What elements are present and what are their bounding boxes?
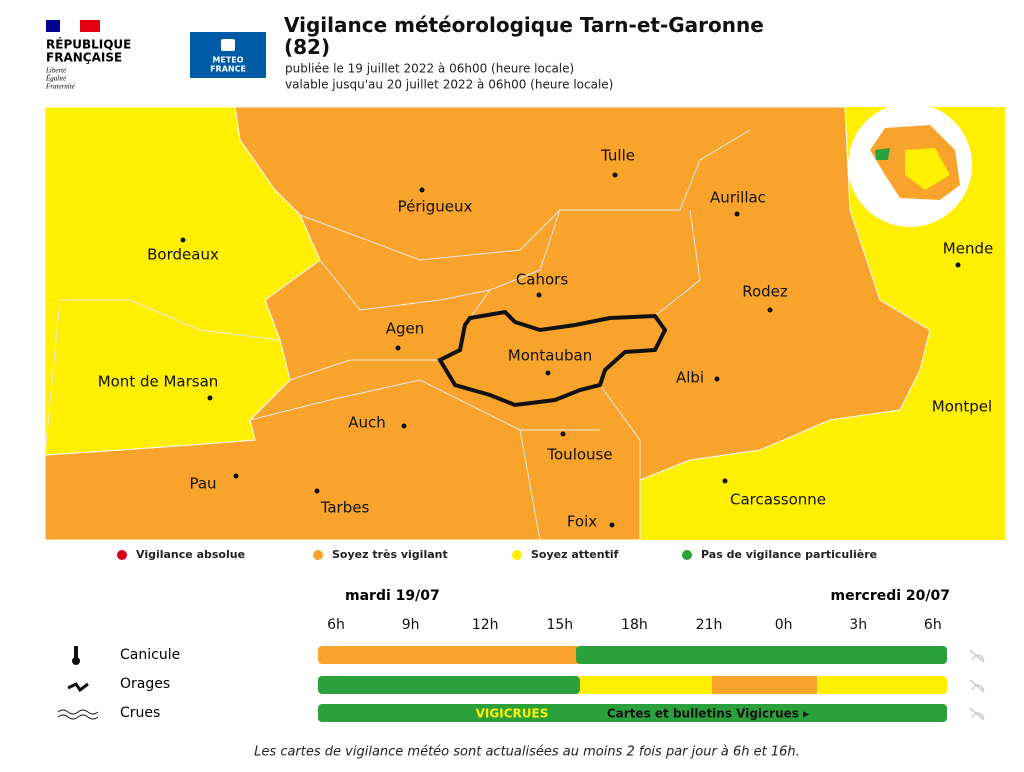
city-dot xyxy=(734,211,740,217)
city-dot xyxy=(560,431,566,437)
hour: 21h xyxy=(696,617,723,633)
legend-dot xyxy=(117,550,127,560)
city-label: Carcassonne xyxy=(730,491,826,509)
vigicrues[interactable]: VIGICRUES xyxy=(476,707,549,721)
city-dot xyxy=(207,395,213,401)
logo-text: METEO xyxy=(212,56,243,65)
hour: 12h xyxy=(472,617,499,633)
map xyxy=(44,103,1005,541)
legend-label: Soyez attentif xyxy=(531,548,619,561)
city-dot xyxy=(545,370,551,376)
city-label: Montpel xyxy=(932,398,992,416)
city-label: Cahors xyxy=(516,271,569,289)
city-label: Rodez xyxy=(742,283,788,301)
city-label: Tarbes xyxy=(320,499,370,517)
hour: 3h xyxy=(849,617,867,633)
legend-label: Pas de vigilance particulière xyxy=(701,548,877,561)
orages-green xyxy=(318,676,580,694)
city-dot xyxy=(419,187,425,193)
motto: Liberté xyxy=(45,67,67,75)
canicule-orange xyxy=(318,646,580,664)
city-dot xyxy=(722,478,728,484)
logo-text: FRANCE xyxy=(210,65,246,74)
hour: 0h xyxy=(775,617,793,633)
legend-dot xyxy=(512,550,522,560)
inset-yellow xyxy=(905,148,950,190)
canicule-green xyxy=(576,646,947,664)
city-dot xyxy=(395,345,401,351)
republic: FRANÇAISE xyxy=(46,51,122,65)
day: mercredi 20/07 xyxy=(831,588,950,604)
city-label: Toulouse xyxy=(546,446,612,464)
row-label: Crues xyxy=(120,705,160,721)
city-label: Pau xyxy=(189,475,216,493)
city-dot xyxy=(314,488,320,494)
hour: 15h xyxy=(546,617,573,633)
title-box: Vigilance météorologique Tarn-et-Garonne… xyxy=(284,14,764,59)
city-label: Bordeaux xyxy=(147,246,219,264)
city-dot xyxy=(536,292,542,298)
city-label: Mont de Marsan xyxy=(98,373,219,391)
mute-icons xyxy=(969,649,985,721)
published: publiée le 19 juillet 2022 à 06h00 (heur… xyxy=(285,62,574,76)
row-label: Canicule xyxy=(120,647,180,663)
footer: Les cartes de vigilance météo sont actua… xyxy=(254,745,800,760)
city-dot xyxy=(180,237,186,243)
tarn-et-garonne xyxy=(437,309,668,408)
city-dot xyxy=(955,262,961,268)
city-label: Albi xyxy=(676,369,704,387)
city-label: Tulle xyxy=(600,147,635,165)
city-label: Montauban xyxy=(508,347,592,365)
city-label: Périgueux xyxy=(398,198,473,216)
motto: Fraternité xyxy=(45,83,76,91)
city-label: Auch xyxy=(348,414,386,432)
valid: valable jusqu'au 20 juillet 2022 à 06h00… xyxy=(285,78,613,92)
city-label: Aurillac xyxy=(710,189,766,207)
flag-blue xyxy=(46,20,60,32)
logo-icon xyxy=(221,39,235,51)
title: Vigilance météorologique Tarn-et-Garonne… xyxy=(284,14,764,59)
hour: 6h xyxy=(924,617,942,633)
borders xyxy=(44,129,751,541)
legend-label: Vigilance absolue xyxy=(136,548,245,561)
day: mardi 19/07 xyxy=(345,588,440,604)
crues-bar[interactable] xyxy=(318,704,947,722)
flag-red xyxy=(80,20,100,32)
city-label: Foix xyxy=(567,513,597,531)
city-label: Mende xyxy=(943,240,993,258)
orages-yellow xyxy=(580,676,712,694)
inset-green xyxy=(875,148,890,160)
row-icons xyxy=(57,646,99,720)
city-dot xyxy=(612,172,618,178)
legend-label: Soyez très vigilant xyxy=(332,548,448,561)
city-dot xyxy=(233,473,239,479)
orages-orange xyxy=(712,676,817,694)
row-label: Orages xyxy=(120,676,170,692)
legend-dot xyxy=(313,550,323,560)
city-dot xyxy=(714,376,720,382)
orages-yellow xyxy=(817,676,947,694)
city-dot xyxy=(609,522,615,528)
hour: 9h xyxy=(402,617,420,633)
vigicrues-link[interactable]: Cartes et bulletins Vigicrues ▸ xyxy=(607,707,809,721)
hour: 18h xyxy=(621,617,648,633)
legend-dot xyxy=(682,550,692,560)
hour: 6h xyxy=(327,617,345,633)
city-label: Agen xyxy=(386,320,425,338)
city-dot xyxy=(767,307,773,313)
republic: RÉPUBLIQUE xyxy=(46,37,131,52)
motto: Égalité xyxy=(45,75,67,83)
city-dot xyxy=(401,423,407,429)
